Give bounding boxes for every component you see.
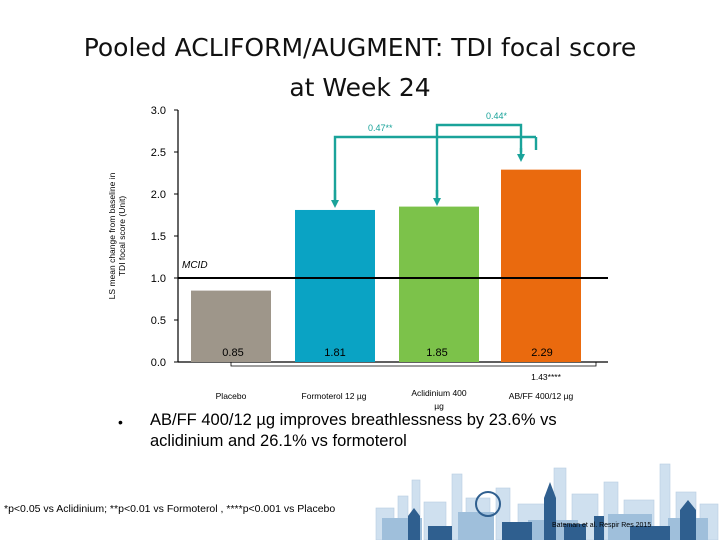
slide-title: Pooled ACLIFORM/AUGMENT: TDI focal score… <box>0 28 720 108</box>
category-label-3-line-2: µg <box>434 401 444 411</box>
mcid-label: MCID <box>182 260 208 271</box>
y-tick-label: 2.0 <box>151 189 166 201</box>
y-axis: 0.0 0.5 1.0 1.5 2.0 2.5 3.0 LS mean change from… <box>107 105 608 369</box>
category-label-2: Formoterol 12 µg <box>302 391 367 401</box>
value-label-1: 0.85 <box>222 347 243 359</box>
value-label-3: 1.85 <box>426 347 447 359</box>
category-label-3-line-1: Aclidinium 400 <box>411 388 467 398</box>
y-tick-label: 1.5 <box>151 231 166 243</box>
city-skyline-illustration <box>375 463 719 540</box>
y-axis-label-line-1: LS mean change from baseline in <box>107 172 117 299</box>
y-tick-label: 3.0 <box>151 105 166 117</box>
bracket-aclidinium-vs-abff <box>435 123 523 200</box>
bracket-placebo-vs-abff <box>230 362 597 367</box>
y-tick-label: 2.5 <box>151 147 166 159</box>
value-label-2: 1.81 <box>324 347 345 359</box>
bullet-icon: • <box>118 414 123 430</box>
y-tick-label: 0.0 <box>151 357 166 369</box>
labels: 0.85 1.81 1.85 2.29 Placebo Formoterol 12 µg A… <box>216 347 574 411</box>
category-label-4: AB/FF 400/12 µg <box>509 391 574 401</box>
comparison-brackets: 0.47** 0.44* 1.43**** <box>230 111 597 382</box>
bar-3 <box>399 206 479 362</box>
key-finding-text: AB/FF 400/12 µg improves breathlessness … <box>150 411 557 450</box>
citation: Bateman et al. Respir Res 2015 <box>552 522 652 529</box>
comparison-label-1: 0.47** <box>368 123 393 133</box>
comparison-label-2: 0.44* <box>486 111 508 121</box>
bracket-formoterol-vs-abff <box>333 135 536 202</box>
category-label-1: Placebo <box>216 391 247 401</box>
title-line-1: Pooled ACLIFORM/AUGMENT: TDI focal score <box>83 33 637 62</box>
comparison-label-3: 1.43**** <box>531 372 561 382</box>
bar-1 <box>191 290 271 362</box>
title-line-2: at Week 24 <box>289 73 431 102</box>
bar-4 <box>501 169 581 362</box>
bars: MCID <box>178 169 608 362</box>
value-label-4: 2.29 <box>531 347 552 359</box>
significance-footnote: *p<0.05 vs Aclidinium; **p<0.01 vs Formo… <box>4 503 336 515</box>
y-axis-label-line-2: TDI focal score (Unit) <box>117 196 127 276</box>
bar-2 <box>295 209 375 362</box>
y-tick-label: 1.0 <box>151 273 166 285</box>
y-tick-label: 0.5 <box>151 315 166 327</box>
